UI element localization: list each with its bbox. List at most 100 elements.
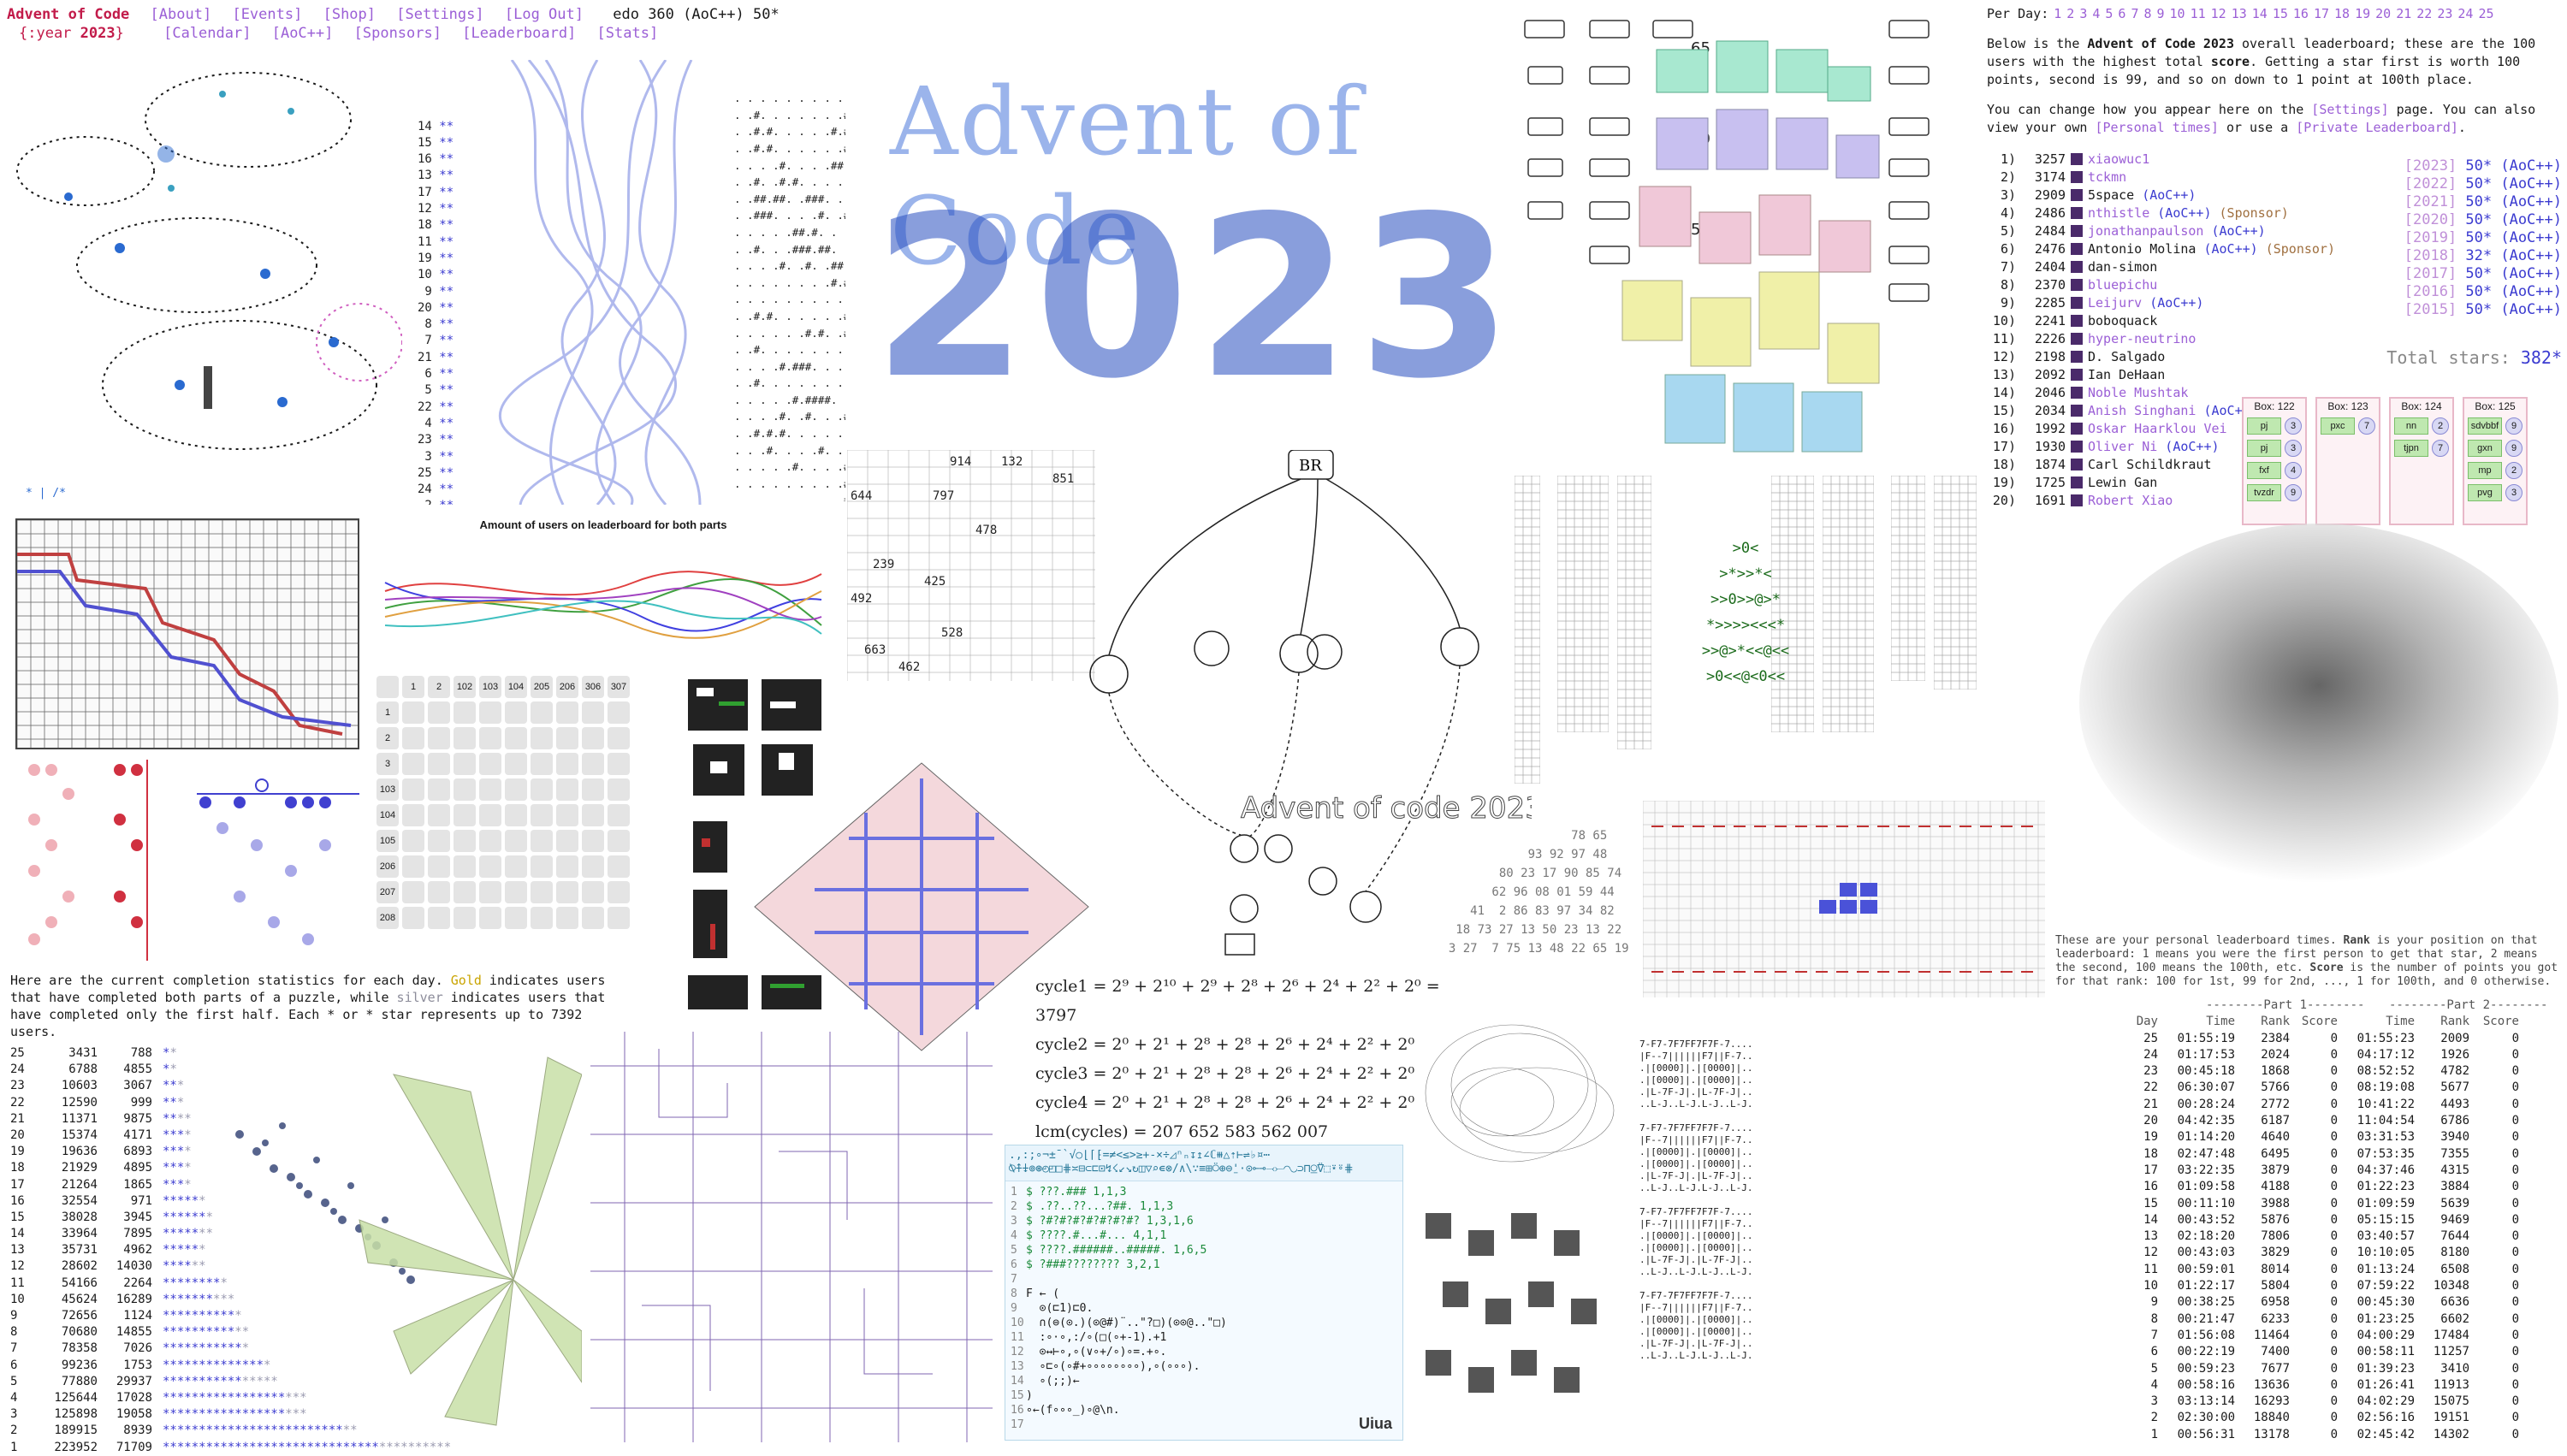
nav-aocpp[interactable]: [AoC++] bbox=[271, 25, 334, 42]
stats-day[interactable]: 21 bbox=[10, 1111, 25, 1126]
aocpp-badge[interactable]: (AoC++) bbox=[2149, 205, 2212, 221]
day-link-8[interactable]: 8 bbox=[2143, 6, 2152, 21]
aocpp-badge[interactable]: (AoC++) bbox=[2142, 295, 2204, 311]
nav-sponsors[interactable]: [Sponsors] bbox=[353, 25, 442, 42]
sponsor-badge[interactable]: (Sponsor) bbox=[2211, 205, 2289, 221]
grid-cell bbox=[402, 804, 424, 826]
user-name[interactable]: Anish Singhani bbox=[2088, 403, 2196, 418]
stats-day[interactable]: 12 bbox=[10, 1259, 25, 1274]
day-link-23[interactable]: 23 bbox=[2437, 6, 2453, 21]
site-logo[interactable]: Advent of Code bbox=[7, 6, 130, 23]
user-name[interactable]: bluepichu bbox=[2088, 277, 2158, 293]
uiua-glyph-bar[interactable]: .,:;∘¬±¯`√○⌊⌈⁅=≠<≤>≥+-×÷◿ⁿₙ↧↥∠ℂ⧻△⇡⊢⇌♭¤⋯⍉… bbox=[1005, 1145, 1402, 1181]
day-link-17[interactable]: 17 bbox=[2313, 6, 2330, 21]
year-label[interactable]: 2023 bbox=[80, 25, 116, 42]
stats-day[interactable]: 22 bbox=[10, 1095, 25, 1110]
day-link-6[interactable]: 6 bbox=[2118, 6, 2126, 21]
stats-day[interactable]: 7 bbox=[10, 1341, 18, 1356]
stats-day[interactable]: 17 bbox=[10, 1177, 25, 1192]
user-name[interactable]: hyper-neutrino bbox=[2088, 331, 2196, 346]
stats-day[interactable]: 1 bbox=[10, 1440, 18, 1454]
stats-day[interactable]: 9 bbox=[10, 1309, 18, 1323]
stats-day[interactable]: 8 bbox=[10, 1325, 18, 1340]
year-link[interactable]: [2017] bbox=[2404, 265, 2457, 282]
day-link-7[interactable]: 7 bbox=[2131, 6, 2139, 21]
stats-day[interactable]: 6 bbox=[10, 1358, 18, 1372]
aocpp-badge[interactable]: (AoC++) bbox=[2157, 439, 2220, 454]
user-name[interactable]: Noble Mushtak bbox=[2088, 385, 2189, 400]
year-link[interactable]: [2020] bbox=[2404, 211, 2457, 228]
stats-day[interactable]: 15 bbox=[10, 1210, 25, 1224]
gold-bar: ** bbox=[163, 1111, 177, 1126]
nav-calendar[interactable]: [Calendar] bbox=[163, 25, 252, 42]
stats-day[interactable]: 20 bbox=[10, 1128, 25, 1142]
user-name[interactable]: nthistle bbox=[2088, 205, 2150, 221]
year-link[interactable]: [2022] bbox=[2404, 175, 2457, 192]
day-link-25[interactable]: 25 bbox=[2478, 6, 2494, 21]
day-link-18[interactable]: 18 bbox=[2334, 6, 2351, 21]
day-link-10[interactable]: 10 bbox=[2169, 6, 2185, 21]
day-link-9[interactable]: 9 bbox=[2156, 6, 2165, 21]
nav-events[interactable]: [Events] bbox=[232, 6, 303, 23]
year-link[interactable]: [2023] bbox=[2404, 157, 2457, 175]
day-link-11[interactable]: 11 bbox=[2190, 6, 2206, 21]
stats-day[interactable]: 11 bbox=[10, 1275, 25, 1290]
user-name[interactable]: tckmn bbox=[2088, 169, 2127, 185]
nav-leaderboard[interactable]: [Leaderboard] bbox=[462, 25, 577, 42]
user-name[interactable]: Oliver Ni bbox=[2088, 439, 2158, 454]
stats-day[interactable]: 3 bbox=[10, 1407, 18, 1422]
day-number: 16 bbox=[418, 152, 440, 167]
stats-day[interactable]: 19 bbox=[10, 1145, 25, 1159]
user-name[interactable]: xiaowuc1 bbox=[2088, 151, 2150, 167]
sponsor-badge[interactable]: (Sponsor) bbox=[2257, 241, 2335, 257]
day-link-24[interactable]: 24 bbox=[2457, 6, 2474, 21]
nav-about[interactable]: [About] bbox=[150, 6, 212, 23]
personal-times-link[interactable]: [Personal times] bbox=[2095, 120, 2219, 135]
day-link-21[interactable]: 21 bbox=[2396, 6, 2412, 21]
stats-day[interactable]: 25 bbox=[10, 1046, 25, 1060]
stats-day[interactable]: 16 bbox=[10, 1193, 25, 1208]
day-link-12[interactable]: 12 bbox=[2210, 6, 2226, 21]
nav-settings[interactable]: [Settings] bbox=[396, 6, 484, 23]
day-link-13[interactable]: 13 bbox=[2231, 6, 2247, 21]
day-link-4[interactable]: 4 bbox=[2092, 6, 2101, 21]
day-link-15[interactable]: 15 bbox=[2272, 6, 2288, 21]
year-link[interactable]: [2018] bbox=[2404, 247, 2457, 264]
stats-day[interactable]: 18 bbox=[10, 1161, 25, 1175]
year-link[interactable]: [2015] bbox=[2404, 301, 2457, 318]
stats-first: 999 bbox=[130, 1095, 152, 1110]
day-link-2[interactable]: 2 bbox=[2066, 6, 2075, 21]
nav-shop[interactable]: [Shop] bbox=[323, 6, 376, 23]
grid-cell bbox=[402, 855, 424, 878]
day-link-14[interactable]: 14 bbox=[2251, 6, 2268, 21]
stats-day[interactable]: 5 bbox=[10, 1374, 18, 1388]
user-name[interactable]: jonathanpaulson bbox=[2088, 223, 2204, 239]
day-link-1[interactable]: 1 bbox=[2054, 6, 2062, 21]
user-name[interactable]: Robert Xiao bbox=[2088, 493, 2173, 508]
aocpp-badge[interactable]: (AoC++) bbox=[2203, 223, 2266, 239]
user-name[interactable]: Oskar Haarklou Vei bbox=[2088, 421, 2227, 436]
year-link[interactable]: [2016] bbox=[2404, 283, 2457, 300]
stats-day[interactable]: 23 bbox=[10, 1079, 25, 1093]
user-name[interactable]: Leijurv bbox=[2088, 295, 2143, 311]
stats-day[interactable]: 14 bbox=[10, 1227, 25, 1241]
year-link[interactable]: [2021] bbox=[2404, 193, 2457, 210]
stats-day[interactable]: 10 bbox=[10, 1292, 25, 1306]
day-link-22[interactable]: 22 bbox=[2416, 6, 2433, 21]
stats-day[interactable]: 13 bbox=[10, 1243, 25, 1258]
aocpp-badge[interactable]: (AoC++) bbox=[2134, 187, 2196, 203]
day-link-19[interactable]: 19 bbox=[2355, 6, 2371, 21]
stats-day[interactable]: 4 bbox=[10, 1390, 18, 1405]
stats-day[interactable]: 24 bbox=[10, 1062, 25, 1077]
year-link[interactable]: [2019] bbox=[2404, 229, 2457, 246]
nav-stats[interactable]: [Stats] bbox=[596, 25, 659, 42]
settings-link[interactable]: [Settings] bbox=[2311, 102, 2389, 117]
day-link-5[interactable]: 5 bbox=[2105, 6, 2113, 21]
stats-day[interactable]: 2 bbox=[10, 1423, 18, 1438]
aocpp-badge[interactable]: (AoC++) bbox=[2196, 241, 2258, 257]
private-leaderboard-link[interactable]: [Private Leaderboard] bbox=[2296, 120, 2458, 135]
day-link-3[interactable]: 3 bbox=[2079, 6, 2088, 21]
nav-logout[interactable]: [Log Out] bbox=[504, 6, 584, 23]
day-link-16[interactable]: 16 bbox=[2292, 6, 2309, 21]
day-link-20[interactable]: 20 bbox=[2375, 6, 2392, 21]
